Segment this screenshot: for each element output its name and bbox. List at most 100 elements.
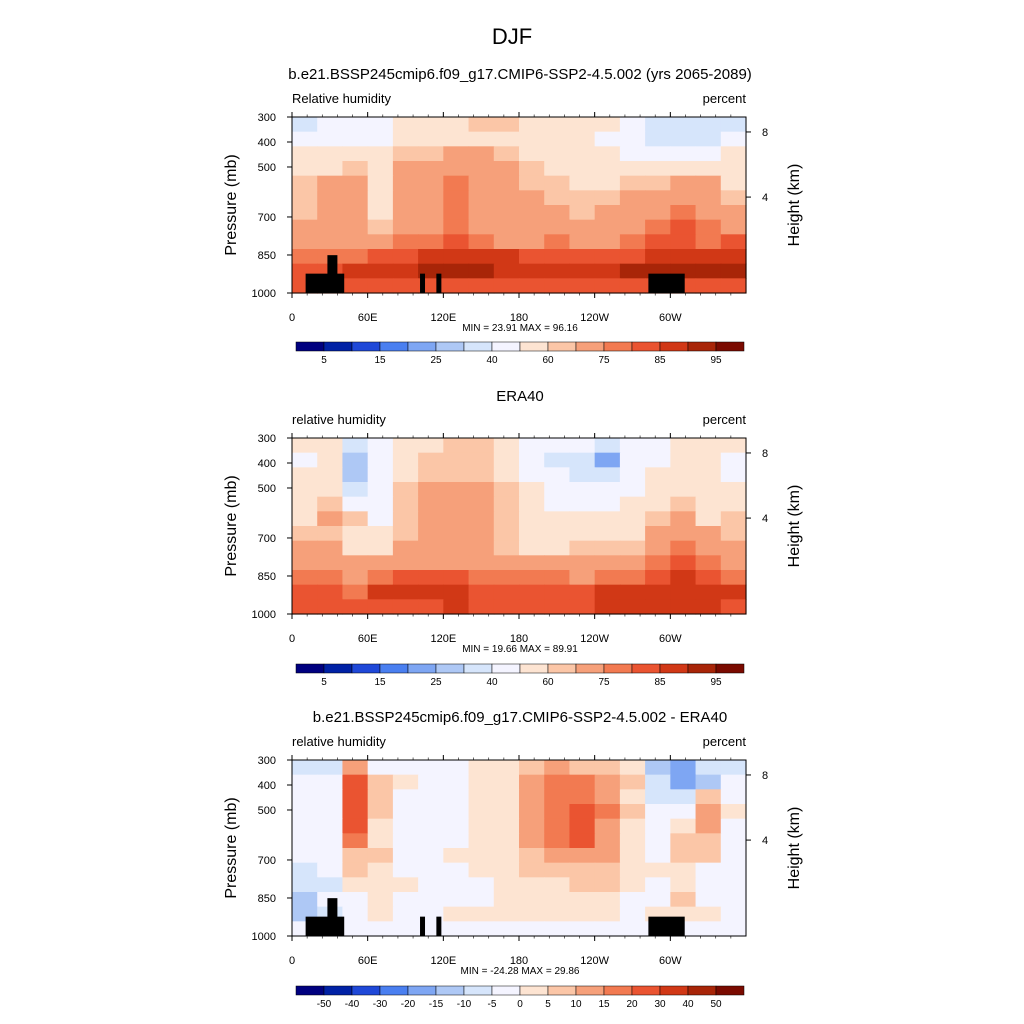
contour-cell [292,205,318,221]
contour-cell [619,774,646,790]
contour-cell [367,862,394,878]
stats-label: MIN = 23.91 MAX = 96.16 [462,323,578,334]
contour-cell [519,526,545,542]
colorbar-swatch [687,985,717,996]
colorbar-swatch [379,341,409,352]
contour-cell [468,278,495,294]
contour-cell [468,438,495,454]
colorbar-label: 85 [654,355,666,366]
colorbar-swatch [407,663,437,674]
contour-cell [468,511,495,527]
plot-area: 0 60E 120E 180 120W 60W 300 400 500 700 850 1000 8 4 [252,433,768,645]
contour-cell [317,161,344,177]
contour-cell [569,789,596,805]
contour-cell [493,146,520,162]
contour-cell [392,892,419,908]
contour-cell [317,438,344,454]
contour-cell [418,555,444,571]
panel-title: ERA40 [496,388,544,405]
contour-cell [418,760,444,776]
colorbar: 5 15 25 40 60 75 85 95 [295,663,745,688]
contour-cell [544,774,571,790]
contour-cell [443,877,470,893]
contour-cell [544,219,571,235]
x-tick-label: 120E [430,633,456,645]
colorbar-swatch [547,341,577,352]
contour-cell [392,146,419,162]
contour-cell [392,599,419,615]
colorbar-label: 15 [374,677,386,688]
contour-cell [569,892,596,908]
contour-cell [544,482,571,498]
contour-cell [619,175,646,191]
contour-cell [367,190,394,206]
contour-cell [695,175,722,191]
contour-cell [695,190,722,206]
contour-cell [594,131,621,147]
contour-cell [645,482,671,498]
contour-cell [342,117,369,133]
contour-cell [418,818,444,834]
contour-cell [317,774,344,790]
contour-cell [645,862,671,878]
colorbar-swatch [351,341,381,352]
contour-cell [670,862,697,878]
contour-cell [594,161,621,177]
contour-cell [544,877,571,893]
contour-cell [342,921,369,937]
contour-cell [443,526,470,542]
contour-cell [619,526,646,542]
contour-cell [418,161,444,177]
contour-cell [468,906,495,922]
contour-cell [645,161,671,177]
contour-cell [594,570,621,586]
contour-cell [317,467,344,483]
contour-cell [292,131,318,147]
contour-cell [619,146,646,162]
panel-title: b.e21.BSSP245cmip6.f09_g17.CMIP6-SSP2-4.… [288,66,752,83]
contour-cell [392,540,419,556]
contour-cell [594,540,621,556]
contour-cell [619,482,646,498]
contour-cell [670,219,697,235]
contour-cell [670,452,697,468]
contour-cell [569,131,596,147]
contour-cell [443,467,470,483]
contour-cell [619,862,646,878]
stats-label: MIN = 19.66 MAX = 89.91 [462,644,578,655]
terrain-mask [436,916,442,936]
contour-cell [342,438,369,454]
colorbar-swatch [603,985,633,996]
contour-cell [443,599,470,615]
contour-cell [720,862,747,878]
contour-cell [418,511,444,527]
contour-cell [544,526,571,542]
contour-cell [594,467,621,483]
contour-cell [443,818,470,834]
contour-cell [468,205,495,221]
contour-cell [720,249,747,265]
x-tick-label: 60E [358,312,378,324]
contour-cell [544,555,571,571]
contour-cell [619,804,646,820]
contour-cell [645,526,671,542]
contour-cell [594,584,621,600]
contour-cell [468,921,495,937]
contour-cell [392,760,419,776]
contour-cell [569,219,596,235]
contour-cell [317,175,344,191]
colorbar-swatch [547,985,577,996]
contour-cell [317,190,344,206]
contour-cell [392,526,419,542]
contour-cell [418,117,444,133]
panel-1: b.e21.BSSP245cmip6.f09_g17.CMIP6-SSP2-4.… [223,66,803,366]
contour-cell [468,117,495,133]
y-tick-label: 500 [258,162,276,174]
contour-cell [317,818,344,834]
contour-cell [594,833,621,849]
y-tick-label: 1000 [252,288,276,300]
contour-cell [594,555,621,571]
contour-cell [468,496,495,512]
y2-tick-label: 8 [762,448,768,460]
contour-cell [670,482,697,498]
